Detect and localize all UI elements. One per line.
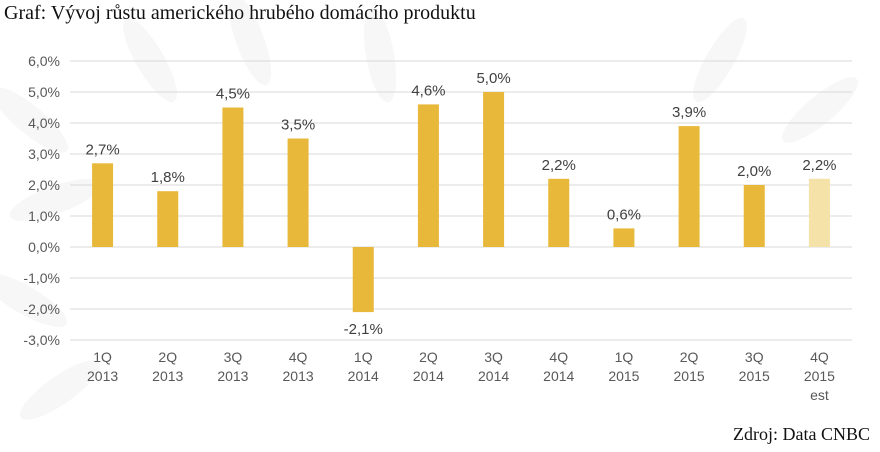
bar [808,178,830,247]
data-label: 2,2% [542,157,576,174]
bar [613,228,635,247]
x-tick-label: 2014 [478,368,509,384]
x-tick-label: 2013 [283,368,314,384]
x-tick-label: 4Q [810,349,829,365]
y-tick-label: 2,0% [28,177,60,193]
x-tick-label: 1Q [93,349,112,365]
data-label: 3,9% [672,104,706,121]
watermark-leaf [0,273,68,327]
watermark-leaf [782,77,858,143]
x-axis: 1Q 2013 2Q 2013 3Q 2013 4Q 2013 1Q 2014 2Q 2014 3Q 20… [87,349,835,403]
y-tick-label: 1,0% [28,208,60,224]
data-label: 1,8% [151,169,185,186]
x-tick-label: 4Q [289,349,308,365]
x-tick-label: 1Q [354,349,373,365]
chart-caption: Graf: Vývoj růstu amerického hrubého dom… [4,2,476,24]
bar [92,163,114,247]
y-tick-label: 4,0% [28,115,60,131]
y-tick-label: -2,0% [23,301,60,317]
x-tick-label: 3Q [484,349,503,365]
bar [417,104,439,248]
x-tick-label: 2013 [152,368,183,384]
bar [548,178,570,247]
x-tick-label: 2Q [419,349,438,365]
x-tick-label: est [810,387,829,403]
x-tick-label: 2015 [674,368,705,384]
bar [287,138,309,247]
x-tick-label: 2015 [739,368,770,384]
data-label: 5,0% [476,70,510,87]
y-tick-label: -1,0% [23,270,60,286]
y-axis: 6,0% 5,0% 4,0% 3,0% 2,0% 1,0% 0,0% -1,0% -2,0% -3… [23,53,60,348]
x-tick-label: 2015 [608,368,639,384]
data-label: 0,6% [607,206,641,223]
watermark-leaf [9,178,101,222]
data-label: 4,6% [411,82,445,99]
x-tick-label: 2013 [87,368,118,384]
x-tick-label: 3Q [224,349,243,365]
data-label: 2,7% [85,141,119,158]
x-tick-label: 3Q [745,349,764,365]
x-tick-label: 2Q [158,349,177,365]
data-labels: 2,7% 1,8% 4,5% 3,5% -2,1% 4,6% 5,0% 2,2% 0,6% 3,9… [85,70,836,338]
y-tick-label: 0,0% [28,239,60,255]
bar [352,247,374,313]
x-tick-label: 2013 [217,368,248,384]
watermark-leaf [0,87,68,153]
source-note: Zdroj: Data CNBC [733,424,870,444]
bar [222,107,244,247]
data-label: -2,1% [344,321,383,338]
watermark-leaf [363,7,397,103]
watermark-leaf [123,17,177,103]
bars [92,92,830,313]
bar [483,92,505,247]
grid-lines [70,60,852,341]
data-label: 2,2% [802,157,836,174]
x-tick-label: 2015 [804,368,835,384]
y-tick-label: 5,0% [28,84,60,100]
watermark-leaf [19,360,101,420]
y-tick-label: 3,0% [28,146,60,162]
watermark-leaf [693,17,747,103]
x-tick-label: 2014 [348,368,379,384]
watermark-leaf [228,0,272,86]
x-tick-label: 4Q [549,349,568,365]
x-tick-label: 2014 [413,368,444,384]
x-tick-label: 1Q [615,349,634,365]
y-tick-label: -3,0% [23,332,60,348]
x-tick-label: 2014 [543,368,574,384]
x-tick-label: 2Q [680,349,699,365]
bar [678,126,700,247]
bar [157,191,179,247]
data-label: 3,5% [281,117,315,134]
y-tick-label: 6,0% [28,53,60,69]
bar [743,185,765,247]
data-label: 4,5% [216,86,250,103]
data-label: 2,0% [737,163,771,180]
leaf-watermark [0,0,866,429]
